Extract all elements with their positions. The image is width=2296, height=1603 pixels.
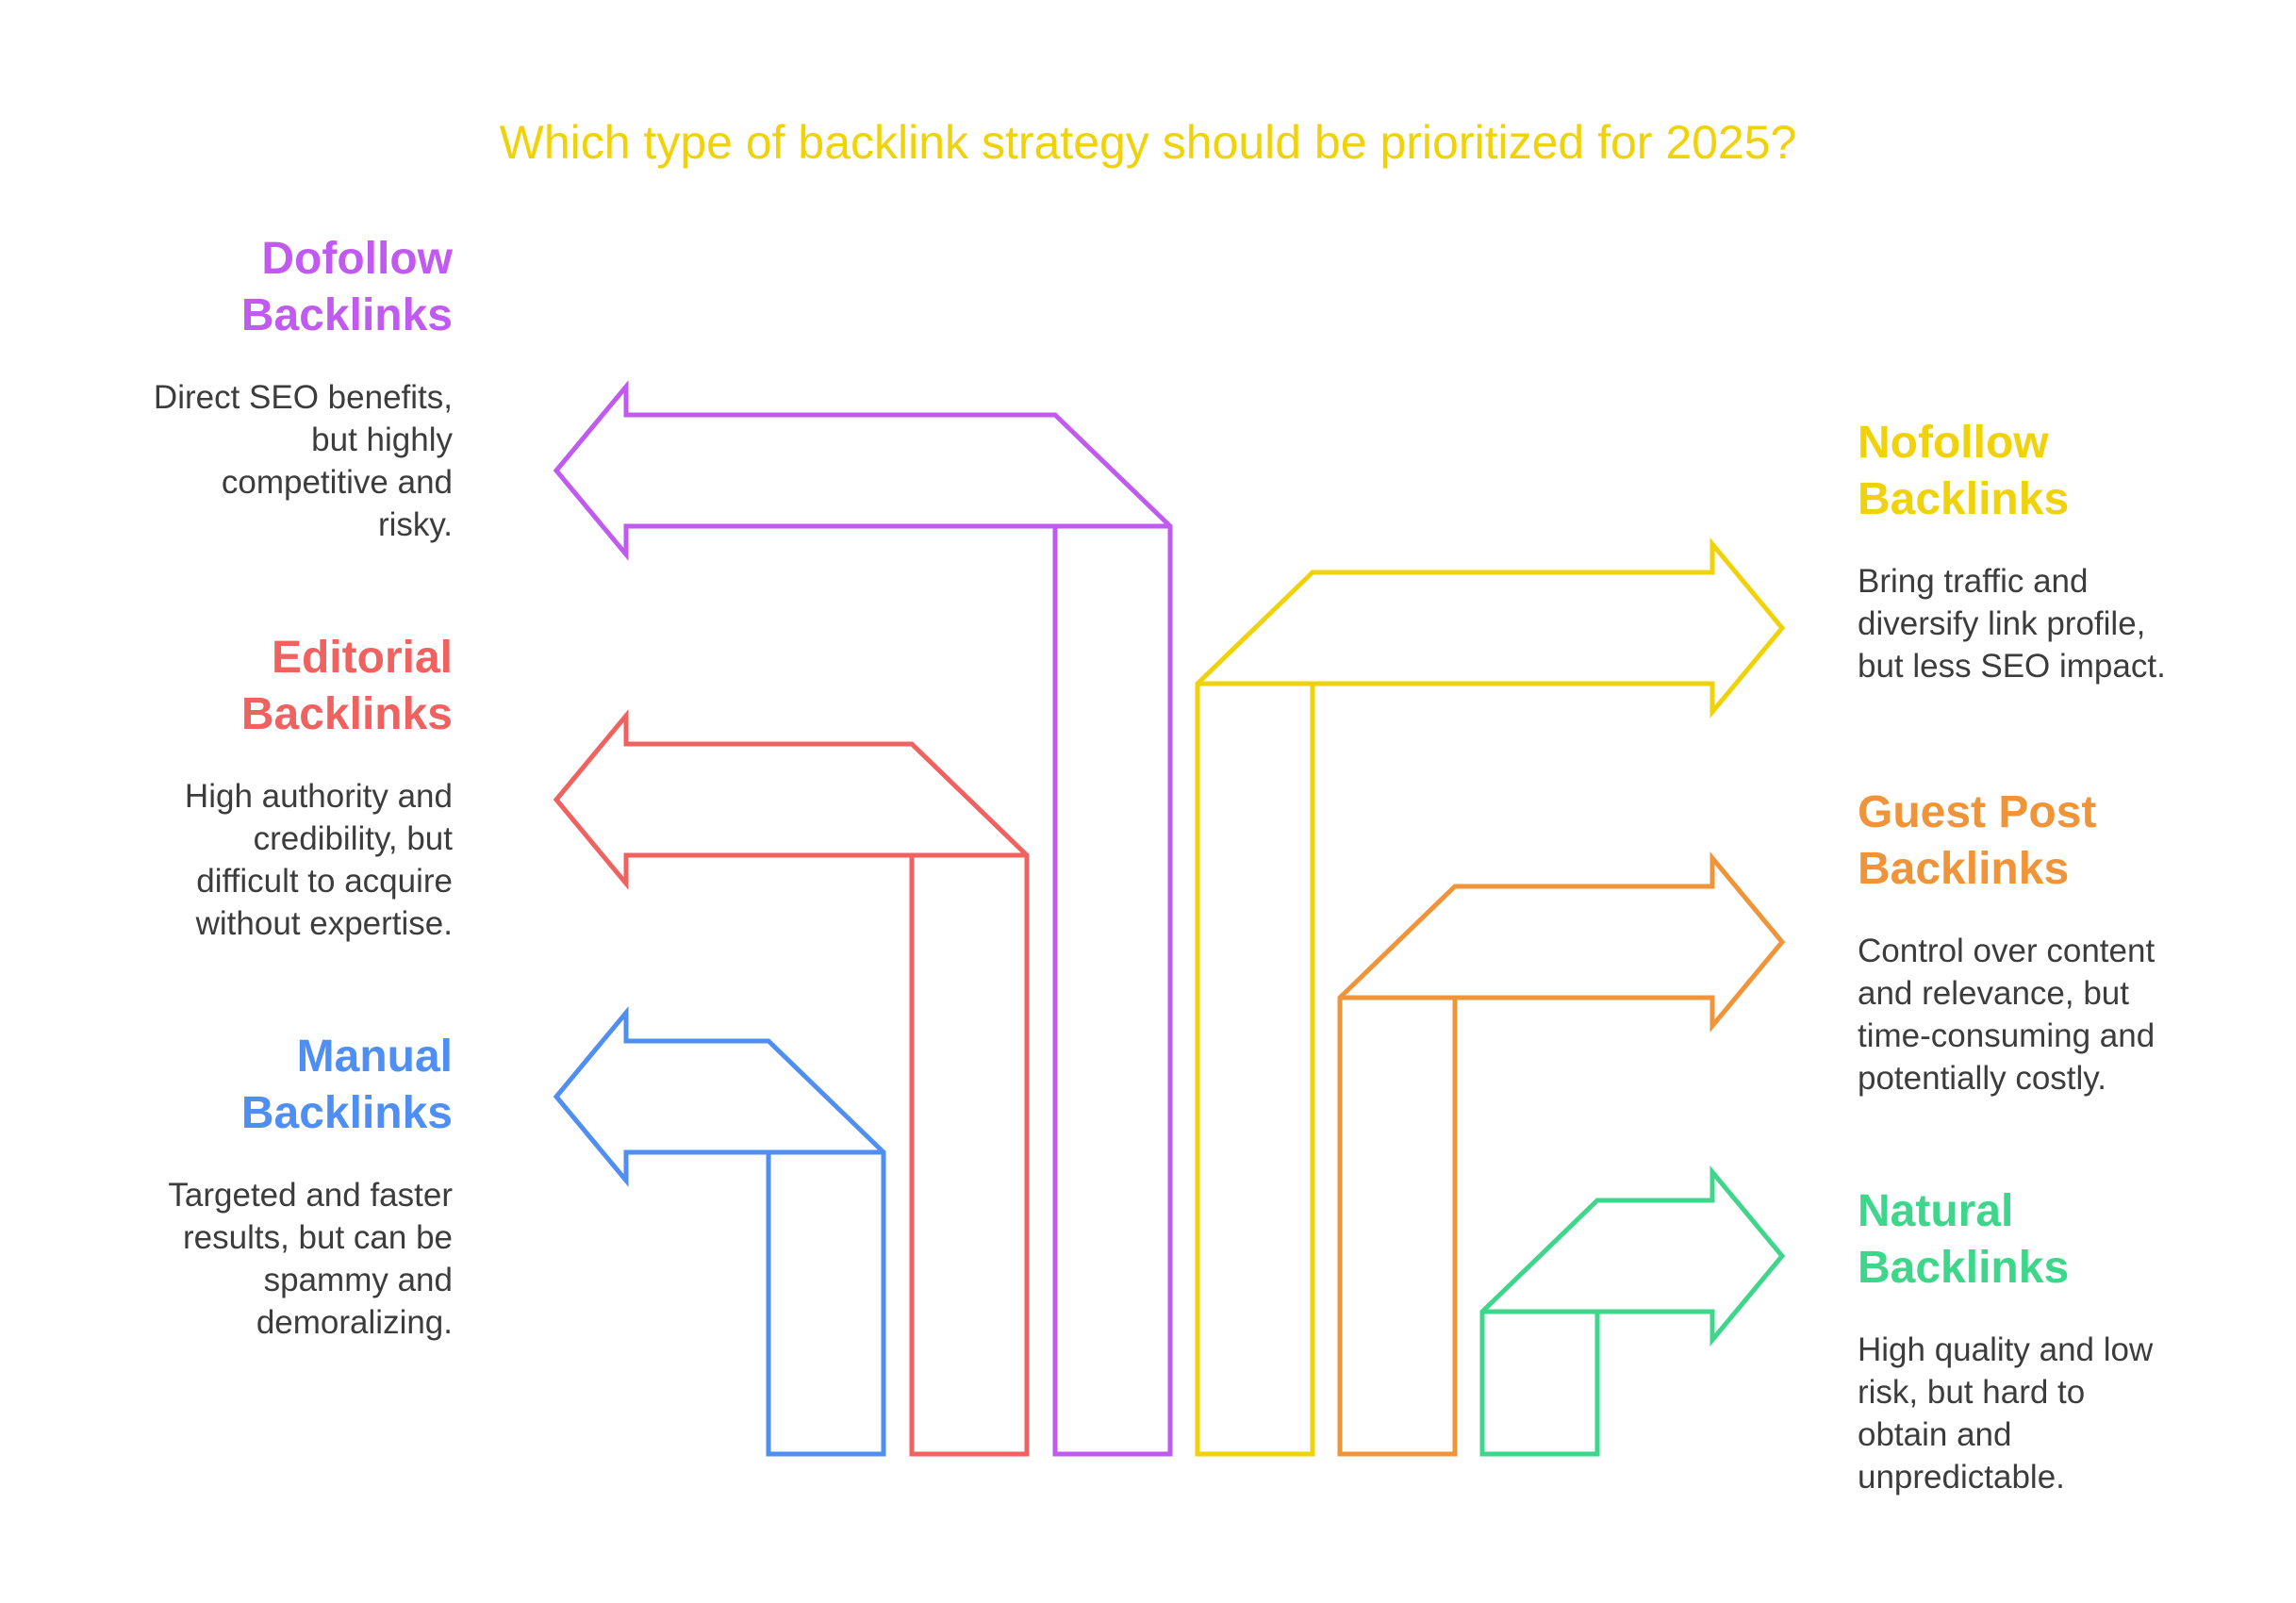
editorial-arrow-outline bbox=[553, 709, 1030, 1457]
guest-post-description-line: and relevance, but bbox=[1858, 975, 2129, 1012]
manual-arrow-outline bbox=[553, 1006, 886, 1457]
guest-post-description-line: potentially costly. bbox=[1858, 1060, 2106, 1097]
guest-post-heading-line2: Backlinks bbox=[1858, 844, 2070, 894]
editorial-description-line: High authority and bbox=[184, 778, 453, 815]
natural-description-line: High quality and low bbox=[1858, 1331, 2154, 1368]
nofollow-arrow-outline bbox=[1195, 537, 1786, 1457]
manual-description-line: results, but can be bbox=[183, 1219, 453, 1256]
nofollow-description-line: Bring traffic and bbox=[1858, 563, 2089, 600]
natural-block: Natural Backlinks High quality and low r… bbox=[1858, 1183, 2254, 1498]
natural-heading-line1: Natural bbox=[1858, 1186, 2014, 1236]
guest-post-heading: Guest Post Backlinks bbox=[1858, 785, 2254, 898]
dofollow-description-line: but highly bbox=[311, 421, 453, 458]
nofollow-heading-line2: Backlinks bbox=[1858, 474, 2070, 524]
natural-arrow-outline bbox=[1479, 1165, 1786, 1457]
nofollow-description: Bring traffic and diversify link profile… bbox=[1858, 560, 2254, 687]
editorial-description-line: without expertise. bbox=[195, 905, 453, 942]
dofollow-block: Dofollow Backlinks Direct SEO benefits, … bbox=[57, 231, 453, 546]
natural-description-line: risk, but hard to bbox=[1858, 1374, 2086, 1411]
manual-heading-line2: Backlinks bbox=[240, 1088, 453, 1138]
editorial-heading-line2: Backlinks bbox=[240, 689, 453, 739]
natural-heading: Natural Backlinks bbox=[1858, 1183, 2254, 1297]
editorial-heading: Editorial Backlinks bbox=[57, 630, 453, 743]
guest-post-description-line: time-consuming and bbox=[1858, 1017, 2156, 1054]
nofollow-description-line: but less SEO impact. bbox=[1858, 648, 2166, 685]
natural-description: High quality and low risk, but hard to o… bbox=[1858, 1329, 2254, 1498]
manual-heading-line1: Manual bbox=[296, 1032, 453, 1082]
manual-description-line: spammy and bbox=[263, 1262, 453, 1298]
dofollow-arrow-outline bbox=[553, 380, 1173, 1457]
editorial-arrow bbox=[553, 709, 1030, 1457]
guest-post-heading-line1: Guest Post bbox=[1858, 787, 2097, 837]
nofollow-block: Nofollow Backlinks Bring traffic and div… bbox=[1858, 415, 2254, 687]
nofollow-heading-line1: Nofollow bbox=[1858, 418, 2049, 468]
dofollow-description: Direct SEO benefits, but highly competit… bbox=[57, 376, 453, 546]
editorial-description-line: difficult to acquire bbox=[196, 863, 453, 900]
nofollow-arrow bbox=[1195, 537, 1786, 1457]
guest-post-arrow bbox=[1337, 851, 1786, 1457]
nofollow-heading: Nofollow Backlinks bbox=[1858, 415, 2254, 528]
editorial-heading-line1: Editorial bbox=[271, 633, 453, 683]
manual-description: Targeted and faster results, but can be … bbox=[57, 1174, 453, 1344]
natural-description-line: unpredictable. bbox=[1858, 1459, 2065, 1496]
editorial-description: High authority and credibility, but diff… bbox=[57, 775, 453, 945]
manual-heading: Manual Backlinks bbox=[57, 1029, 453, 1142]
guest-post-description-line: Control over content bbox=[1858, 933, 2156, 969]
dofollow-heading-line2: Backlinks bbox=[240, 290, 453, 340]
natural-description-line: obtain and bbox=[1858, 1416, 2012, 1453]
dofollow-description-line: risky. bbox=[377, 506, 453, 543]
manual-description-line: demoralizing. bbox=[256, 1304, 453, 1341]
natural-heading-line2: Backlinks bbox=[1858, 1243, 2070, 1293]
manual-arrow bbox=[553, 1006, 886, 1457]
dofollow-heading: Dofollow Backlinks bbox=[57, 231, 453, 344]
dofollow-heading-line1: Dofollow bbox=[261, 234, 453, 284]
guest-post-description: Control over content and relevance, but … bbox=[1858, 930, 2254, 1099]
guest-post-block: Guest Post Backlinks Control over conten… bbox=[1858, 785, 2254, 1099]
manual-description-line: Targeted and faster bbox=[168, 1177, 453, 1214]
editorial-block: Editorial Backlinks High authority and c… bbox=[57, 630, 453, 945]
nofollow-description-line: diversify link profile, bbox=[1858, 605, 2146, 642]
dofollow-arrow bbox=[553, 380, 1173, 1457]
natural-arrow bbox=[1479, 1165, 1786, 1457]
manual-block: Manual Backlinks Targeted and faster res… bbox=[57, 1029, 453, 1344]
dofollow-description-line: Direct SEO benefits, bbox=[153, 379, 453, 416]
editorial-description-line: credibility, but bbox=[253, 820, 453, 857]
guest-post-arrow-outline bbox=[1337, 851, 1786, 1457]
dofollow-description-line: competitive and bbox=[221, 464, 453, 501]
diagram-title: Which type of backlink strategy should b… bbox=[499, 116, 1797, 169]
